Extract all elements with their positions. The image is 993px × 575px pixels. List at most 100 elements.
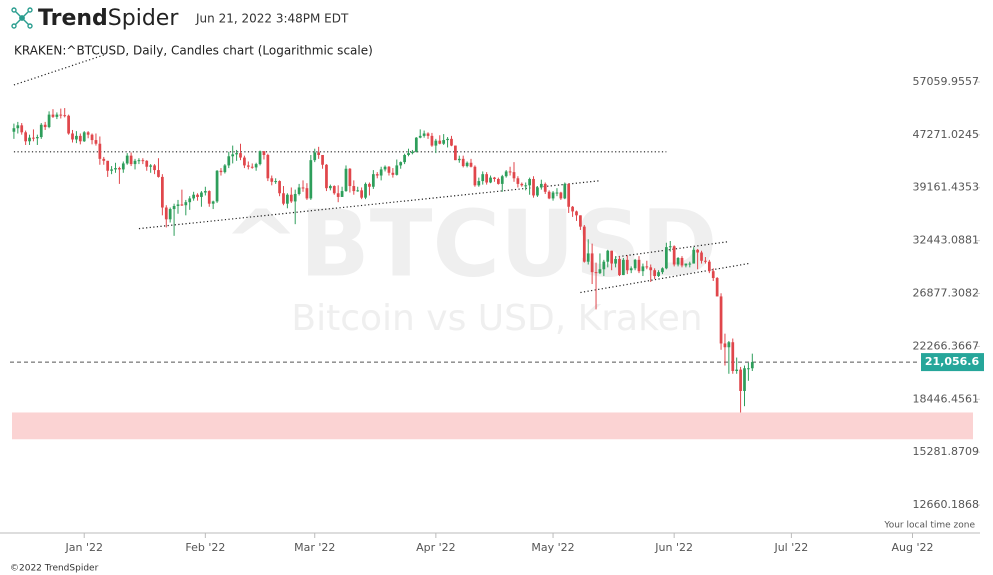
candle-body (395, 165, 399, 175)
candle-body (98, 143, 102, 159)
candle-body (747, 368, 750, 370)
brand: TrendSpider (38, 6, 179, 31)
chart-title: KRAKEN:^BTCUSD, Daily, Candles chart (Lo… (14, 44, 373, 58)
candle-body (63, 115, 67, 117)
candle-body (82, 132, 86, 142)
candle-body (211, 201, 215, 204)
candle-body (289, 194, 293, 202)
candle-body (227, 156, 231, 166)
candle-body (715, 278, 719, 297)
x-tick-label: Jun '22 (654, 541, 693, 554)
candle-body (633, 259, 637, 269)
candle-body (489, 177, 492, 183)
candle-body (575, 211, 578, 216)
candle-body (422, 133, 426, 136)
candle-body (692, 249, 696, 264)
candle-body (598, 269, 602, 274)
trendline (13, 54, 104, 86)
y-tick-label: 32443.0881 (913, 234, 979, 247)
candle-body (379, 169, 383, 176)
candle-body (176, 204, 180, 206)
candle-body (520, 183, 524, 186)
candle-body (262, 151, 266, 156)
watermark: ^BTCUSD (223, 190, 718, 297)
candle-body (75, 135, 78, 140)
candle-body (12, 128, 16, 132)
candle-body (78, 135, 82, 142)
candle-body (32, 137, 35, 139)
candle-body (524, 185, 528, 187)
timestamp: Jun 21, 2022 3:48PM EDT (195, 12, 349, 26)
x-tick-label: Jul '22 (773, 541, 808, 554)
logo-icon (11, 7, 33, 29)
candle-body (477, 181, 481, 186)
candle-body (90, 134, 94, 141)
candle-body (543, 183, 547, 192)
candle-body (668, 246, 672, 248)
candle-body (200, 192, 203, 197)
candle-body (336, 193, 340, 197)
candle-body (719, 296, 723, 344)
x-tick-label: Feb '22 (185, 541, 225, 554)
candle-body (106, 160, 110, 171)
candle-body (55, 114, 59, 117)
candle-body (125, 155, 129, 164)
candle-body (696, 249, 699, 253)
candle-body (516, 178, 520, 184)
candle-body (454, 145, 457, 161)
candle-body (368, 183, 371, 187)
brand-bold: Trend (38, 6, 108, 31)
candle-body (305, 188, 309, 199)
watermark-subtitle: Bitcoin vs USD, Kraken (291, 298, 702, 339)
candle-body (360, 190, 363, 198)
candle-body (461, 158, 465, 167)
x-tick-label: Apr '22 (416, 541, 456, 554)
candle-body (207, 191, 211, 204)
candle-body (121, 163, 125, 170)
candle-body (586, 253, 590, 262)
candle-body (266, 155, 270, 179)
candle-body (20, 125, 24, 133)
candle-body (231, 154, 235, 157)
candle-body (94, 140, 98, 144)
candle-body (219, 170, 223, 173)
candle-body (340, 191, 344, 197)
x-tick-label: Mar '22 (294, 541, 335, 554)
candle-body (622, 259, 625, 276)
candle-body (563, 183, 567, 199)
candle-body (700, 252, 703, 261)
candle-body (24, 132, 27, 142)
candle-body (192, 194, 195, 199)
candle-body (657, 272, 660, 277)
candle-body (114, 168, 117, 170)
y-tick-label: 47271.0245 (913, 128, 979, 141)
candle-body (356, 190, 360, 192)
candle-body (223, 165, 227, 173)
candle-body (582, 226, 586, 262)
candle-body (86, 132, 90, 135)
candle-body (594, 272, 598, 274)
plot-layer (10, 54, 973, 440)
x-tick-label: Jan '22 (64, 541, 102, 554)
candle-body (352, 186, 356, 192)
candle-body (653, 270, 657, 277)
candle-body (254, 164, 258, 168)
candle-body (387, 166, 391, 173)
candle-body (403, 155, 406, 163)
candle-body (129, 155, 133, 165)
candle-body (67, 115, 70, 134)
candle-body (602, 261, 606, 270)
candle-body (164, 207, 168, 220)
candle-body (618, 258, 621, 276)
candle-body (508, 171, 512, 173)
candle-body (555, 192, 559, 194)
candle-body (274, 181, 278, 183)
candle-body (567, 183, 571, 207)
candle-body (317, 152, 321, 156)
candle-body (407, 153, 410, 156)
candle-body (606, 250, 610, 262)
candle-body (446, 138, 449, 141)
candle-body (727, 342, 731, 348)
candle-body (684, 263, 688, 266)
candle-body (258, 151, 262, 165)
